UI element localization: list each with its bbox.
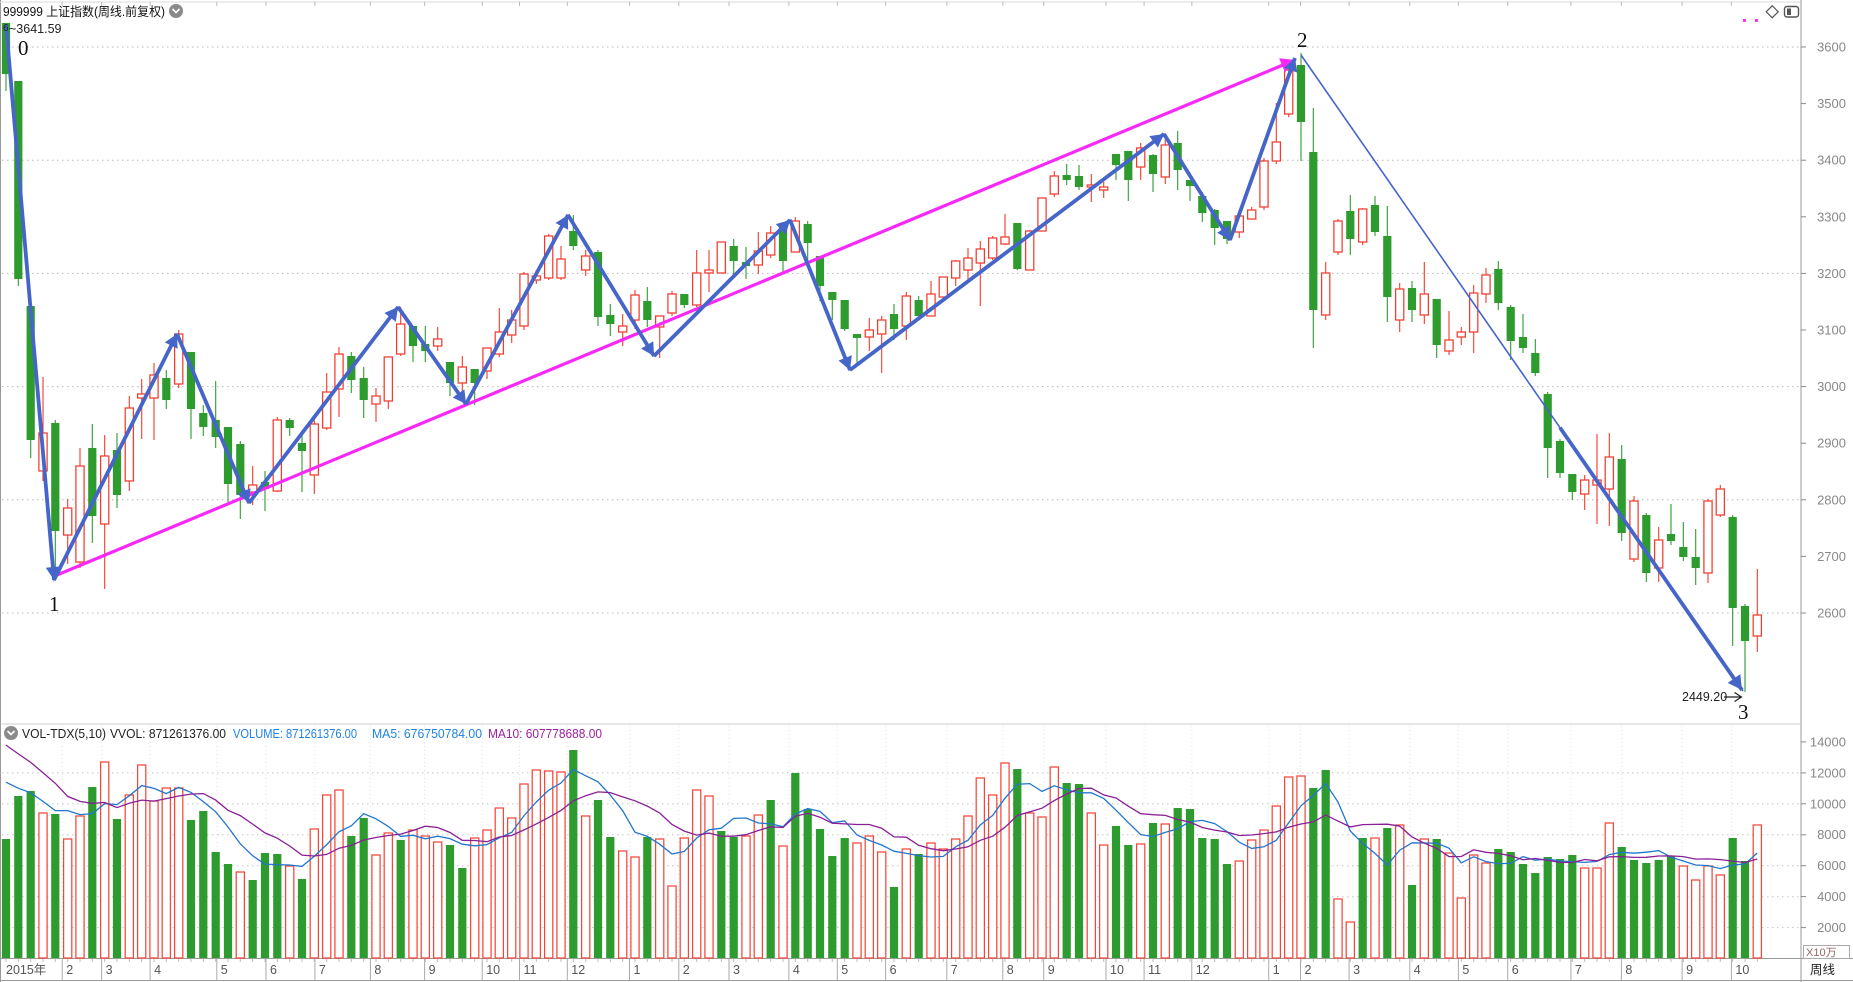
svg-text:6: 6 [270, 963, 277, 977]
svg-text:7: 7 [319, 963, 326, 977]
svg-text:12: 12 [1196, 963, 1210, 977]
svg-text:2015年: 2015年 [6, 963, 46, 977]
svg-text:~3641.59: ~3641.59 [9, 22, 62, 36]
svg-text:7: 7 [951, 963, 958, 977]
svg-text:12: 12 [571, 963, 585, 977]
svg-text:9: 9 [429, 963, 436, 977]
svg-text:3300: 3300 [1817, 209, 1846, 224]
svg-text:2: 2 [683, 963, 690, 977]
svg-text:6: 6 [890, 963, 897, 977]
svg-text:3: 3 [733, 963, 740, 977]
svg-text:12000: 12000 [1810, 765, 1846, 780]
svg-text:1: 1 [634, 963, 641, 977]
svg-text:1: 1 [1273, 963, 1280, 977]
svg-text:2600: 2600 [1817, 606, 1846, 621]
svg-text:3: 3 [106, 963, 113, 977]
svg-text:8000: 8000 [1817, 827, 1846, 842]
svg-text:9: 9 [1048, 963, 1055, 977]
svg-text:3: 3 [1738, 700, 1749, 724]
svg-text:3500: 3500 [1817, 96, 1846, 111]
svg-text:MA10: 607778688.00: MA10: 607778688.00 [488, 727, 602, 741]
svg-text:VVOL: 871261376.00: VVOL: 871261376.00 [110, 727, 226, 741]
svg-text:7: 7 [1575, 963, 1582, 977]
svg-text:2449.20: 2449.20 [1682, 690, 1727, 704]
svg-text:6: 6 [3, 23, 9, 34]
svg-text:3400: 3400 [1817, 153, 1846, 168]
svg-text:VOLUME: 871261376.00: VOLUME: 871261376.00 [233, 727, 357, 741]
svg-text:X10万: X10万 [1806, 947, 1837, 959]
svg-text:10: 10 [1110, 963, 1124, 977]
svg-text:4: 4 [154, 963, 161, 977]
svg-text:11: 11 [524, 963, 537, 977]
svg-text:5: 5 [1462, 963, 1469, 977]
svg-text:8: 8 [374, 963, 381, 977]
svg-text:6000: 6000 [1817, 858, 1846, 873]
svg-text:5: 5 [221, 963, 228, 977]
svg-text:6: 6 [1512, 963, 1519, 977]
svg-text:3200: 3200 [1817, 266, 1846, 281]
svg-text:10: 10 [486, 963, 500, 977]
svg-text:2900: 2900 [1817, 436, 1846, 451]
svg-text:1: 1 [49, 592, 60, 616]
svg-text:3100: 3100 [1817, 323, 1846, 338]
svg-text:10000: 10000 [1810, 796, 1846, 811]
svg-text:8: 8 [1007, 963, 1014, 977]
svg-text:周线: 周线 [1810, 963, 1836, 977]
svg-text:14000: 14000 [1810, 734, 1846, 749]
svg-text:2700: 2700 [1817, 549, 1846, 564]
svg-text:3: 3 [1353, 963, 1360, 977]
svg-text:2: 2 [1297, 28, 1308, 52]
svg-text:4: 4 [793, 963, 800, 977]
svg-text:4000: 4000 [1817, 889, 1846, 904]
svg-text:2000: 2000 [1817, 920, 1846, 935]
svg-text:9: 9 [1686, 963, 1693, 977]
svg-text:3000: 3000 [1817, 379, 1846, 394]
svg-text:4: 4 [1414, 963, 1421, 977]
svg-text:5: 5 [841, 963, 848, 977]
svg-text:MA5: 676750784.00: MA5: 676750784.00 [372, 727, 482, 741]
svg-text:3600: 3600 [1817, 40, 1846, 55]
svg-text:8: 8 [1625, 963, 1632, 977]
svg-text:2: 2 [1305, 963, 1312, 977]
svg-text:0: 0 [18, 36, 29, 60]
svg-text:10: 10 [1735, 963, 1749, 977]
svg-text:999999 上证指数(周线.前复权): 999999 上证指数(周线.前复权) [3, 4, 165, 19]
svg-text:2800: 2800 [1817, 492, 1846, 507]
svg-text:2: 2 [66, 963, 73, 977]
svg-text:11: 11 [1148, 963, 1161, 977]
svg-text:VOL-TDX(5,10): VOL-TDX(5,10) [22, 727, 106, 741]
